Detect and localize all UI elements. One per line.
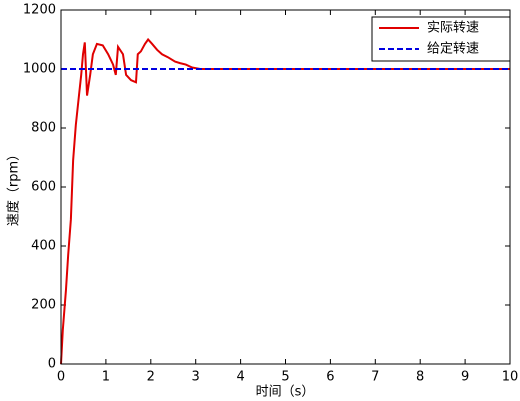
y-axis-label: 速度（rpm） <box>6 148 22 226</box>
x-tick-label: 4 <box>236 370 244 385</box>
legend-label: 实际转速 <box>427 21 479 36</box>
legend-box <box>371 16 511 62</box>
x-tick-label: 8 <box>416 370 424 385</box>
x-tick-label: 10 <box>502 370 519 385</box>
data-line <box>60 37 510 365</box>
y-tick-label: 0 <box>48 357 56 372</box>
x-tick-label: 7 <box>371 370 379 385</box>
y-tick-label: 200 <box>31 298 56 313</box>
y-tick-label: 400 <box>31 239 56 254</box>
plot-frame <box>60 9 511 365</box>
x-tick-label: 6 <box>326 370 334 385</box>
x-tick-label: 1 <box>102 370 110 385</box>
y-tick-label: 600 <box>31 180 56 195</box>
legend-label: 给定转速 <box>427 42 479 57</box>
x-tick-label: 3 <box>192 370 200 385</box>
x-tick-label: 0 <box>57 370 65 385</box>
x-tick-label: 2 <box>147 370 155 385</box>
y-tick-label: 800 <box>31 121 56 136</box>
x-tick-label: 5 <box>281 370 289 385</box>
x-axis-label: 时间（s） <box>256 385 315 400</box>
x-tick-label: 9 <box>461 370 469 385</box>
y-tick-label: 1200 <box>23 3 56 18</box>
y-tick-label: 1000 <box>23 62 56 77</box>
